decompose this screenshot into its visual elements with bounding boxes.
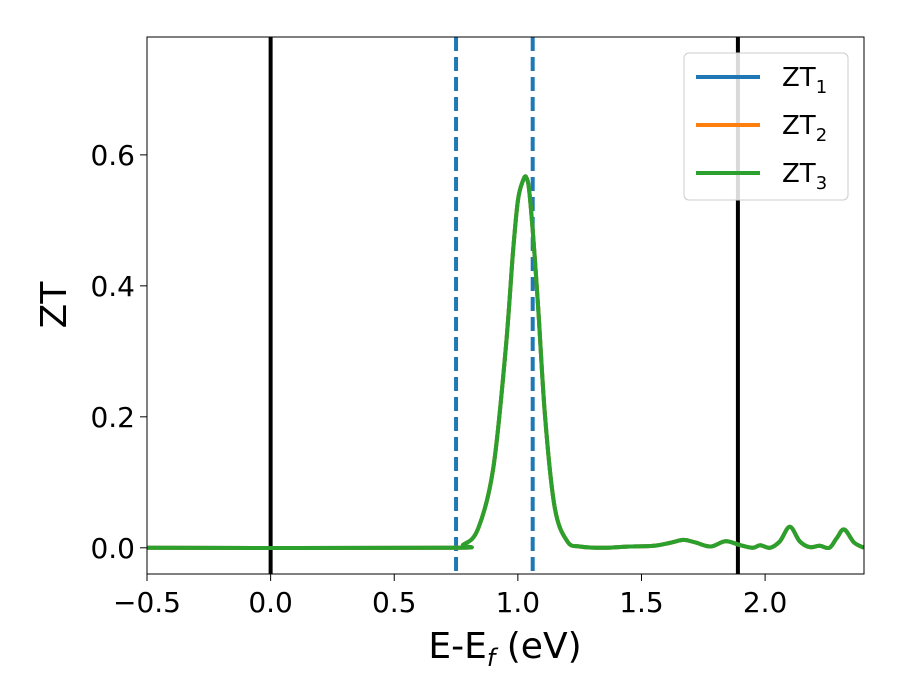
y-tick-label: 0.6	[90, 139, 135, 172]
legend: ZT1 ZT2 ZT3	[683, 52, 849, 201]
x-tick-label: 0.5	[372, 586, 417, 619]
plot-frame	[146, 36, 865, 575]
y-axis: 0.0 0.2 0.4 0.6	[90, 139, 147, 565]
x-axis: −0.5 0.0 0.5 1.0 1.5 2.0	[113, 574, 787, 619]
x-axis-label-unit: (eV)	[495, 626, 581, 667]
x-tick-label: 1.5	[619, 586, 664, 619]
x-axis-label: E-Ef (eV)	[428, 626, 581, 672]
y-axis-label: ZT	[34, 281, 75, 329]
series-line-3	[147, 174, 864, 551]
legend-label-3: ZT3	[782, 159, 827, 194]
legend-box	[683, 52, 849, 201]
x-tick-label: 1.0	[496, 586, 541, 619]
legend-label-2: ZT2	[782, 111, 827, 146]
x-tick-label: −0.5	[113, 586, 181, 619]
x-tick-label: 2.0	[743, 586, 788, 619]
y-tick-label: 0.0	[90, 532, 135, 565]
y-tick-label: 0.4	[90, 270, 135, 303]
legend-label-1: ZT1	[782, 63, 827, 98]
y-tick-label: 0.2	[90, 401, 135, 434]
x-tick-label: 0.0	[248, 586, 293, 619]
series-group	[147, 174, 864, 551]
x-axis-label-main: E-E	[428, 626, 486, 667]
reference-lines	[268, 37, 740, 574]
